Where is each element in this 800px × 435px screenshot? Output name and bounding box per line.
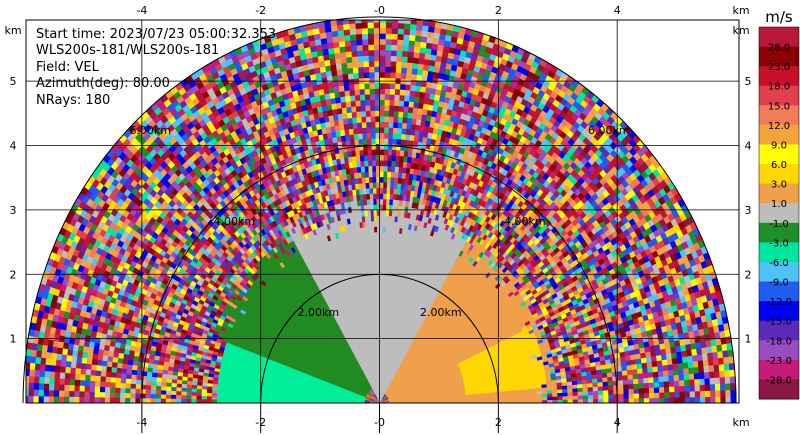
data-cell xyxy=(241,397,248,401)
data-cell xyxy=(381,248,385,255)
data-cell xyxy=(381,259,385,266)
data-cell xyxy=(246,397,253,401)
